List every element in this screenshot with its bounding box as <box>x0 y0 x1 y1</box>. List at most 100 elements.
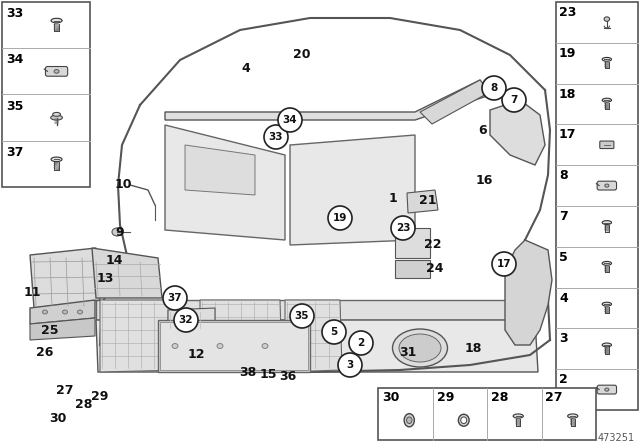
Circle shape <box>349 331 373 355</box>
Ellipse shape <box>513 414 524 418</box>
Ellipse shape <box>458 414 469 426</box>
Ellipse shape <box>406 417 412 423</box>
Text: 37: 37 <box>6 146 24 159</box>
Circle shape <box>278 108 302 132</box>
Text: 7: 7 <box>559 210 568 223</box>
FancyBboxPatch shape <box>600 141 614 149</box>
Text: 8: 8 <box>559 169 568 182</box>
Circle shape <box>492 252 516 276</box>
Text: 1: 1 <box>388 191 397 204</box>
Polygon shape <box>30 300 95 324</box>
Ellipse shape <box>602 343 611 347</box>
Text: 8: 8 <box>490 83 498 93</box>
Ellipse shape <box>605 388 609 391</box>
Ellipse shape <box>51 157 62 162</box>
Text: 11: 11 <box>23 285 41 298</box>
Text: 34: 34 <box>6 53 24 66</box>
Ellipse shape <box>217 344 223 349</box>
Text: 473251: 473251 <box>598 433 635 443</box>
Ellipse shape <box>112 228 122 236</box>
Polygon shape <box>92 248 162 298</box>
Text: 6: 6 <box>479 124 487 137</box>
Ellipse shape <box>42 310 47 314</box>
Ellipse shape <box>262 344 268 349</box>
Text: 16: 16 <box>476 173 493 186</box>
Text: 32: 32 <box>179 315 193 325</box>
Text: 29: 29 <box>92 389 109 402</box>
Text: 7: 7 <box>510 95 518 105</box>
Text: 15: 15 <box>259 367 276 380</box>
Circle shape <box>264 125 288 149</box>
Text: 28: 28 <box>491 391 508 404</box>
FancyBboxPatch shape <box>597 385 616 394</box>
Text: 34: 34 <box>283 115 298 125</box>
Polygon shape <box>490 100 545 165</box>
Text: 13: 13 <box>96 271 114 284</box>
Text: 3: 3 <box>559 332 568 345</box>
Bar <box>378 388 596 440</box>
Text: 23: 23 <box>559 6 577 19</box>
Text: 30: 30 <box>382 391 399 404</box>
Text: 27: 27 <box>545 391 563 404</box>
Bar <box>2 2 90 187</box>
Polygon shape <box>407 190 438 213</box>
Ellipse shape <box>404 414 414 427</box>
Polygon shape <box>185 145 255 195</box>
Text: 5: 5 <box>559 251 568 264</box>
Text: 28: 28 <box>76 399 93 412</box>
Text: 2: 2 <box>559 373 568 386</box>
Polygon shape <box>290 135 415 245</box>
Polygon shape <box>420 80 490 124</box>
Text: 9: 9 <box>116 225 124 238</box>
Text: 21: 21 <box>419 194 436 207</box>
Text: 37: 37 <box>168 293 182 303</box>
Ellipse shape <box>461 417 467 423</box>
Ellipse shape <box>604 17 609 22</box>
Ellipse shape <box>568 414 578 418</box>
Text: 31: 31 <box>399 346 417 359</box>
Text: 25: 25 <box>41 323 59 336</box>
Text: 17: 17 <box>559 129 577 142</box>
Text: 33: 33 <box>269 132 284 142</box>
Circle shape <box>338 353 362 377</box>
Polygon shape <box>285 300 342 372</box>
Ellipse shape <box>602 302 611 306</box>
Text: 24: 24 <box>426 262 444 275</box>
Circle shape <box>482 76 506 100</box>
Text: 14: 14 <box>105 254 123 267</box>
Ellipse shape <box>602 57 611 61</box>
Ellipse shape <box>51 18 62 23</box>
Polygon shape <box>96 300 535 320</box>
Text: 4: 4 <box>242 61 250 74</box>
Polygon shape <box>395 260 430 278</box>
Ellipse shape <box>399 334 441 362</box>
Text: 4: 4 <box>559 292 568 305</box>
Text: 17: 17 <box>497 259 511 269</box>
Text: 30: 30 <box>49 412 67 425</box>
FancyBboxPatch shape <box>45 66 68 76</box>
Text: 33: 33 <box>6 7 23 20</box>
Circle shape <box>328 206 352 230</box>
Text: 18: 18 <box>464 343 482 356</box>
Text: 38: 38 <box>239 366 257 379</box>
Polygon shape <box>100 300 182 372</box>
Polygon shape <box>158 320 310 372</box>
Ellipse shape <box>602 220 611 224</box>
Text: 10: 10 <box>115 178 132 191</box>
Ellipse shape <box>63 310 67 314</box>
Text: 29: 29 <box>436 391 454 404</box>
Circle shape <box>290 304 314 328</box>
Ellipse shape <box>392 329 447 367</box>
Polygon shape <box>395 228 430 258</box>
Text: 26: 26 <box>36 345 54 358</box>
Circle shape <box>163 286 187 310</box>
Text: 35: 35 <box>295 311 309 321</box>
Text: 19: 19 <box>559 47 577 60</box>
Text: 22: 22 <box>424 238 442 251</box>
Polygon shape <box>165 125 285 240</box>
Text: 23: 23 <box>396 223 410 233</box>
Ellipse shape <box>54 69 59 73</box>
Text: 3: 3 <box>346 360 354 370</box>
FancyBboxPatch shape <box>597 181 616 190</box>
Circle shape <box>502 88 526 112</box>
